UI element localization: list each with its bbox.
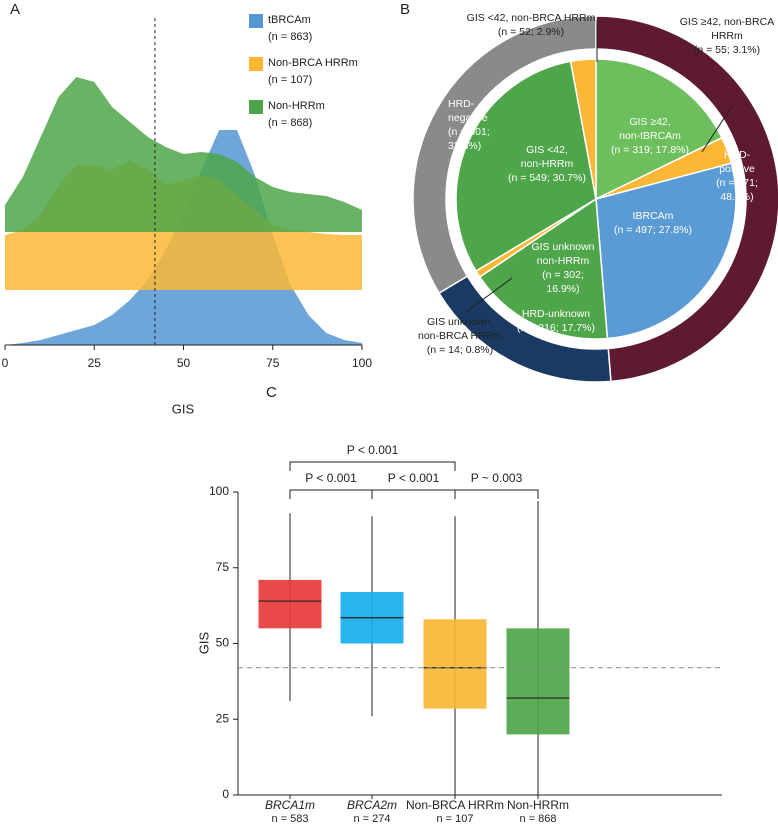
- category-count: n = 583: [271, 813, 308, 824]
- inner-label: (n = 302;: [542, 269, 584, 281]
- legend-swatch: [249, 14, 263, 28]
- panel-label: B: [400, 1, 410, 18]
- outer-slice: [412, 15, 597, 295]
- x-tick-label: Non-HRRm: [507, 798, 569, 812]
- significance-label: P < 0.001: [347, 443, 399, 457]
- x-tick-label: BRCA1m: [265, 798, 315, 812]
- outer-label: 48.7%): [720, 191, 753, 203]
- category-count: n = 107: [436, 813, 473, 824]
- y-tick-label: 0: [222, 787, 229, 801]
- inner-label: GIS <42,: [526, 144, 568, 156]
- inner-label: GIS ≥42, non-BRCA: [680, 16, 774, 28]
- significance-label: P ~ 0.003: [471, 471, 523, 485]
- outer-label: HRD-: [724, 149, 751, 161]
- box: [423, 619, 487, 709]
- legend-count: (n = 107): [268, 74, 312, 86]
- inner-slice: [455, 60, 597, 273]
- density-area: [5, 77, 362, 232]
- legend-swatch: [249, 57, 263, 71]
- inner-label: GIS unknown: [531, 241, 594, 253]
- inner-label: non-BRCA HRRm: [418, 330, 502, 342]
- legend-label: tBRCAm: [268, 14, 311, 26]
- outer-label: (n = 871;: [716, 177, 758, 189]
- box: [258, 579, 322, 629]
- significance-label: P < 0.001: [388, 471, 440, 485]
- inner-label: (n = 549; 30.7%): [508, 172, 586, 184]
- x-tick-label: 50: [177, 356, 191, 370]
- x-tick-label: BRCA2m: [347, 798, 397, 812]
- inner-slice: [569, 58, 597, 200]
- inner-label: non-HRRm: [537, 255, 590, 267]
- inner-label: (n = 55; 3.1%): [694, 44, 760, 56]
- inner-label: (n = 52; 2.9%): [498, 26, 564, 38]
- significance-bracket: [289, 489, 373, 499]
- panel-label: A: [10, 1, 20, 18]
- inner-label: GIS unknown,: [427, 316, 493, 328]
- inner-label: non-tBRCAm: [619, 130, 681, 142]
- outer-label: HRD-: [448, 98, 475, 110]
- significance-label: P < 0.001: [305, 471, 357, 485]
- inner-label: non-HRRm: [521, 158, 574, 170]
- outer-label: positive: [719, 163, 755, 175]
- inner-label: (n = 319; 17.8%): [611, 144, 689, 156]
- outer-label: HRD-unknown: [522, 308, 590, 320]
- inner-label: (n = 497; 27.8%): [614, 224, 692, 236]
- significance-bracket: [289, 461, 456, 471]
- y-tick-label: 50: [216, 636, 230, 650]
- inner-label: GIS <42, non-BRCA HRRm: [467, 12, 596, 24]
- legend-swatch: [249, 100, 263, 114]
- x-tick-label: 25: [88, 356, 102, 370]
- leader-line: [701, 105, 733, 153]
- x-axis-label: GIS: [172, 401, 195, 416]
- legend-label: Non-HRRm: [268, 100, 325, 112]
- y-tick-label: 100: [209, 484, 229, 498]
- x-tick-label: 100: [352, 356, 372, 370]
- outer-label: 33.6%): [448, 140, 481, 152]
- inner-slice: [478, 197, 609, 340]
- outer-label: negative: [448, 112, 488, 124]
- significance-bracket: [454, 489, 539, 499]
- inner-slice: [595, 58, 723, 201]
- panel-label: C: [266, 384, 277, 401]
- significance-bracket: [371, 489, 456, 499]
- x-tick-label: Non-BRCA HRRm: [406, 798, 504, 812]
- y-tick-label: 75: [216, 560, 230, 574]
- y-tick-label: 25: [216, 711, 230, 725]
- category-count: n = 274: [353, 813, 390, 824]
- y-axis-label: GIS: [196, 631, 211, 654]
- x-tick-label: 0: [2, 356, 9, 370]
- inner-label: tBRCAm: [633, 210, 674, 222]
- x-tick-label: 75: [266, 356, 280, 370]
- leader-line: [465, 277, 513, 313]
- outer-label: (n = 601;: [448, 126, 490, 138]
- box: [506, 628, 570, 735]
- legend-count: (n = 863): [268, 31, 312, 43]
- inner-label: GIS ≥42,: [629, 116, 670, 128]
- inner-label: 16.9%): [546, 283, 579, 295]
- inner-label: HRRm: [711, 30, 743, 42]
- outer-label: (n = 316; 17.7%): [517, 322, 595, 334]
- category-count: n = 868: [519, 813, 556, 824]
- legend-count: (n = 868): [268, 117, 312, 129]
- inner-slice: [595, 162, 737, 340]
- inner-label: (n = 14; 0.8%): [427, 344, 493, 356]
- legend-label: Non-BRCA HRRm: [268, 57, 358, 69]
